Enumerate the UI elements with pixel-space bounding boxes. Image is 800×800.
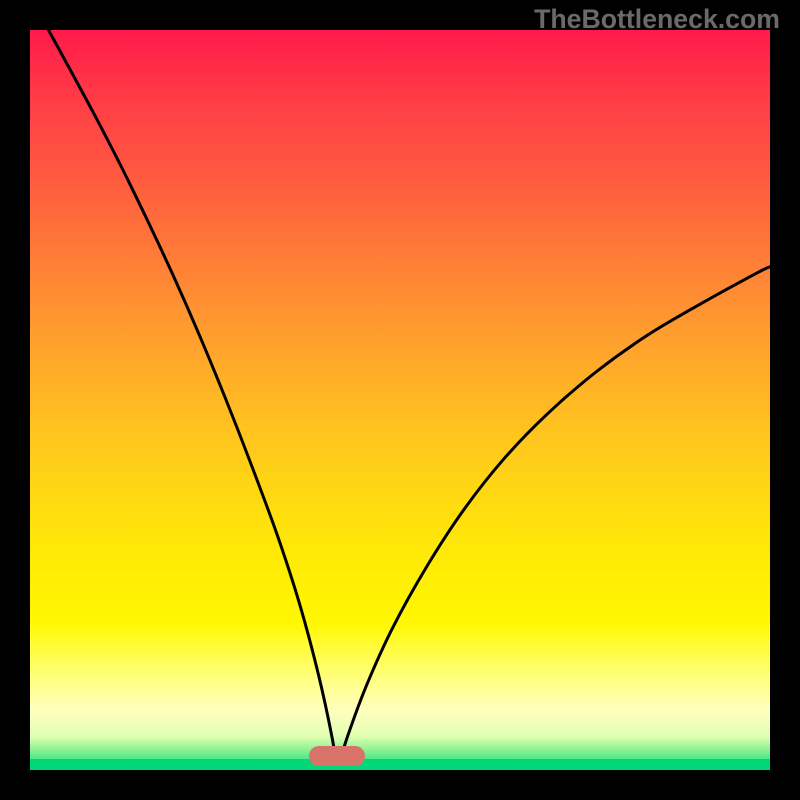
bottleneck-curve-svg (0, 0, 800, 800)
figure-container: TheBottleneck.com (0, 0, 800, 800)
curve-left-branch (49, 30, 338, 770)
optimal-marker (309, 746, 365, 766)
optimal-zone-band (30, 759, 770, 770)
curve-right-branch (337, 267, 770, 770)
watermark-text: TheBottleneck.com (534, 4, 780, 35)
